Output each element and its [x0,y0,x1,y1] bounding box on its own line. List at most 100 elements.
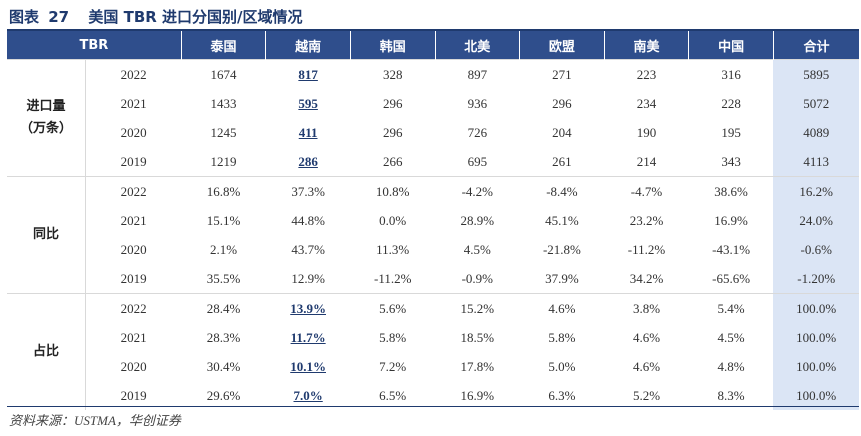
value-cell: 6.3% [548,387,576,403]
total-cell: 5072 [773,89,859,118]
value-cell: 38.6% [688,176,774,206]
value-cell: 214 [636,153,657,169]
value-cell: 266 [382,153,403,169]
top-rule [7,29,859,31]
value-cell: 0.0% [379,212,407,228]
value-cell: 411 [298,124,318,140]
value-cell: 897 [435,59,520,89]
value-cell: 6.5% [379,387,407,403]
value-cell: -43.1% [712,241,751,257]
year-cell: 2022 [85,293,182,323]
total-cell: 5895 [773,59,859,89]
value-cell: 190 [636,124,657,140]
table-row: 进口量 （万条） 2022 1674 817 328 897 271 223 316 5895 [7,59,859,177]
value-cell: 34.2% [629,270,664,286]
value-cell: 29.6% [206,387,241,403]
value-cell: 16.8% [181,176,266,206]
value-cell: 1219 [210,153,237,169]
value-cell: 37.9% [545,270,579,286]
table-row: 同比 2022 16.8% 37.3% 10.8% -4.2% -8.4% -4.7% 38.6… [7,176,859,294]
value-cell: -4.7% [604,176,689,206]
total-cell: 24.0% [773,206,859,235]
value-cell: 4.8% [717,358,745,374]
source-note: 资料来源：USTMA，华创证券 [9,413,181,428]
header-cell: 欧盟 [519,31,605,60]
value-cell: 4.6% [519,293,605,323]
header-cell: 韩国 [350,31,436,60]
value-cell: 10.8% [350,176,436,206]
value-cell: 35.5% [206,270,241,286]
value-cell: 817 [265,59,351,89]
year-cell: 2020 [120,241,147,257]
data-table: TBR 泰国 越南 韩国 北美 欧盟 南美 中国 合计 进口量 （万条） 2022 1674 817 3… [7,31,859,410]
value-cell: 2.1% [209,241,238,257]
header-cell: 合计 [773,31,859,60]
value-cell: 228 [721,95,741,111]
year-cell: 2020 [120,124,147,140]
bottom-rule [7,406,859,407]
value-cell: 595 [298,95,318,111]
value-cell: 18.5% [460,329,495,345]
table-row: 占比 2022 28.4% 13.9% 5.6% 15.2% 4.6% 3.8% 5.4% 100… [7,293,859,410]
value-cell: 3.8% [604,293,689,323]
value-cell: 234 [636,95,657,111]
value-cell: 30.4% [206,358,241,374]
table-row: 2021 28.3% 11.7% 5.8% 18.5% 5.8% 4.6% 4.5% 100.0… [7,323,859,352]
value-cell: -0.9% [461,270,494,286]
value-cell: 5.4% [688,293,774,323]
total-cell: 4113 [773,147,859,177]
table-row: 2019 1219 286 266 695 261 214 343 4113 [7,147,859,177]
value-cell: 16.9% [714,212,748,228]
value-cell: 271 [519,59,605,89]
year-cell: 2019 [120,153,147,169]
year-cell: 2021 [120,95,147,111]
value-cell: 15.2% [435,293,520,323]
header-row: TBR 泰国 越南 韩国 北美 欧盟 南美 中国 合计 [7,31,859,60]
value-cell: 1674 [181,59,266,89]
row-group-label: 进口量 （万条） [7,59,87,177]
total-cell: 100.0% [773,323,859,352]
value-cell: 5.2% [632,387,661,403]
value-cell: 695 [467,153,488,169]
table-body: 进口量 （万条） 2022 1674 817 328 897 271 223 316 5895 20… [7,59,859,410]
value-cell: -11.2% [627,241,666,257]
year-cell: 2022 [85,176,182,206]
value-cell: 28.4% [181,293,266,323]
value-cell: 296 [552,95,572,111]
value-cell: -4.2% [435,176,520,206]
value-cell: 204 [552,124,572,140]
figure-label: 图表 [9,8,40,26]
value-cell: -8.4% [519,176,605,206]
header-cell: 北美 [435,31,521,60]
header-cell: 中国 [688,31,774,60]
value-cell: 11.7% [290,329,326,345]
value-cell: -65.6% [712,270,751,286]
value-cell: 13.9% [265,293,351,323]
year-cell: 2022 [85,59,182,89]
total-cell: -0.6% [773,235,859,264]
year-cell: 2019 [120,387,147,403]
value-cell: 23.2% [629,212,664,228]
value-cell: 343 [721,153,741,169]
figure-title-text: 美国 TBR 进口分国别/区域情况 [88,8,303,26]
header-cell: 泰国 [181,31,267,60]
value-cell: 43.7% [291,241,325,257]
value-cell: 15.1% [206,212,241,228]
value-cell: 16.9% [460,387,495,403]
value-cell: 7.0% [293,387,323,403]
year-cell: 2019 [120,270,147,286]
year-cell: 2020 [120,358,147,374]
figure-title: 图表 27 美国 TBR 进口分国别/区域情况 [9,6,303,27]
value-cell: 10.1% [290,358,326,374]
value-cell: 45.1% [545,212,579,228]
value-cell: 5.8% [379,329,407,345]
value-cell: -11.2% [374,270,412,286]
value-cell: 726 [467,124,488,140]
value-cell: 28.3% [206,329,241,345]
value-cell: 936 [467,95,488,111]
header-cell: 南美 [604,31,690,60]
total-cell: 4089 [773,118,859,147]
table-row: 2021 15.1% 44.8% 0.0% 28.9% 45.1% 23.2% 16.9% 24… [7,206,859,235]
value-cell: 1433 [210,95,237,111]
value-cell: 286 [298,153,318,169]
